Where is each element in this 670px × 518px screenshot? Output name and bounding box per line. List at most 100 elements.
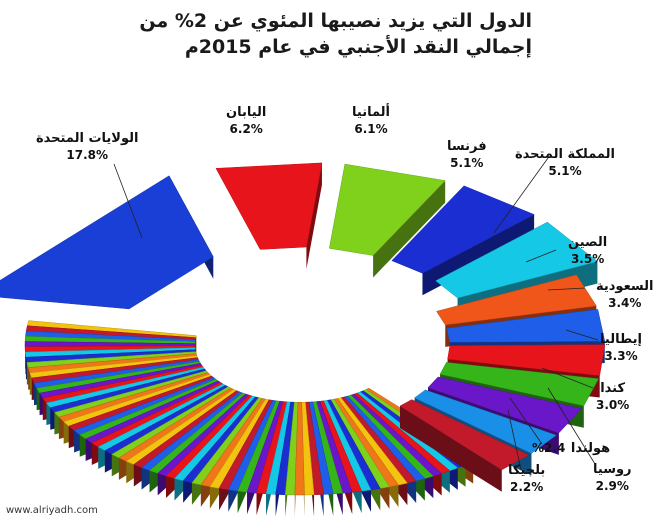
chart-title-line-2: إجمالي النقد الأجنبي في عام 2015م [184,36,532,58]
pie-slice-other-base [79,456,86,461]
slice-label-value: 5.1% [450,156,484,170]
pie-slice-other-base [219,510,229,512]
slice-label-value: 6.2% [229,122,263,136]
pie-slice-other-base [46,424,51,430]
pie-slice-other-base [149,492,158,496]
pie-slice-other-base [371,510,381,512]
slice-label-japan: اليابان 6.2% [226,104,266,138]
pie-slice [439,362,599,407]
slice-label-name: بلجيكا [508,463,546,478]
pie-slice-other-base [85,460,92,465]
slice-label-name: المملكة المتحدة [515,147,615,162]
pie-slice-other-base [34,405,37,411]
pie-slice-other-base [473,480,481,484]
pie-slice-other-base [247,514,257,516]
pie-slice-other-base [118,479,127,484]
pie-slice-other-base [133,486,142,490]
pie-slice-other-base [25,379,27,385]
pie-slice-other-base [398,505,408,508]
pie-slice-other-base [389,507,399,509]
pie-slice-other-base [91,464,99,469]
pie-slice-other-base [126,483,134,487]
pie-slice-other-base [183,502,192,505]
pie-slice-other-base [50,429,55,435]
pie-slice [447,344,606,376]
pie-slice-other-base [342,514,353,516]
slice-label-belgium: بلجيكا 2.2% [508,462,545,496]
pie-slice-other-base [266,515,276,517]
pie-slice-other-base [441,492,450,496]
pie-slice-side [400,406,502,492]
pie-slice [329,163,446,256]
pie-slice-other-base [352,513,362,515]
slice-label-value: 17.8% [66,148,109,162]
slice-label-value: 2.9% [595,479,629,493]
pie-slice-other-base [209,508,220,511]
pie-slice-other-base [323,515,334,517]
slice-label-name: السعودية [596,279,654,294]
leader-line [547,387,596,465]
leader-line [507,409,522,471]
pie-slice-other-base [31,399,35,406]
slice-label-name: ألمانيا [352,105,391,120]
pie-slice [414,389,557,454]
slice-label-value: 2.2% [510,480,544,494]
slice-label-italy: إيطاليا 3.3% [600,331,642,365]
pie-slice-other-base [104,472,112,477]
slice-label-name: اليابان [226,105,267,120]
pie-slice-other-base [424,498,434,501]
pie-slice-other-base [63,443,69,449]
pie-slice [399,399,530,471]
pie-slice-other-base [29,394,32,400]
pie-slice-other-base [256,515,267,516]
slice-label-value: 3.3% [604,349,638,363]
pie-slice [427,376,583,434]
slice-label-name: إيطاليا [600,332,642,347]
pie-slice [391,185,535,274]
pie-slice-other-base [200,506,210,509]
pie-slice-other-base [407,502,417,506]
slice-label-value: 6.1% [354,122,388,136]
slice-label-france: فرنسا 5.1% [447,138,487,172]
pie-slice-other-base [416,500,425,503]
slice-label-value: 3.5% [570,252,605,266]
pie-slice [446,309,606,343]
leader-line [541,367,594,389]
pie-slice-other-base [111,476,119,480]
site-watermark: www.alriyadh.com [6,505,98,516]
unlabeled-slices [24,320,482,517]
pie-slice-other-base [465,483,474,487]
slice-label-saudi-arabia: السعودية 3.4% [596,278,654,312]
pie-slice-other-base [361,511,372,514]
slice-label-russia: روسيا 2.9% [593,461,632,495]
chart-title-line-1: الدول التي يزيد نصيبها المئوي عن 2% من [139,10,532,32]
pie-slice-other-base [457,486,466,490]
pie-slice-other-base [191,504,201,507]
pie-slice-other-base [166,497,175,501]
labeled-slices [0,162,606,492]
slice-label-name: الصين [568,235,608,250]
slice-label-netherlands: هولندا 2.4% [532,438,610,457]
pie-slice [0,175,214,310]
leader-line [113,163,143,239]
slice-label-name: روسيا [593,462,632,477]
pie-slice-other-base [449,489,458,493]
pie-slice [436,274,597,326]
pie-slice [215,162,323,250]
pie-slice-other-base [433,495,442,499]
pie-slice-side [306,162,322,270]
pie-slice-other-base [74,452,80,457]
pie-slice-other-base [237,513,248,515]
slice-label-china: الصين 3.5% [568,234,607,268]
pie-slice-other-base [25,373,26,380]
pie-slice-other-base [39,415,43,421]
leader-lines [113,157,599,471]
slice-label-united-states: الولايات المتحدة 17.8% [36,130,138,164]
slice-label-united-kingdom: المملكة المتحدة 5.1% [515,146,615,180]
pie-slice-other-base [333,515,343,516]
pie-slice-other-base [54,434,59,440]
slice-label-value: 2.4% [532,441,566,455]
pie-slice-other-base [58,439,64,444]
pie-slice-other-base [26,384,29,390]
